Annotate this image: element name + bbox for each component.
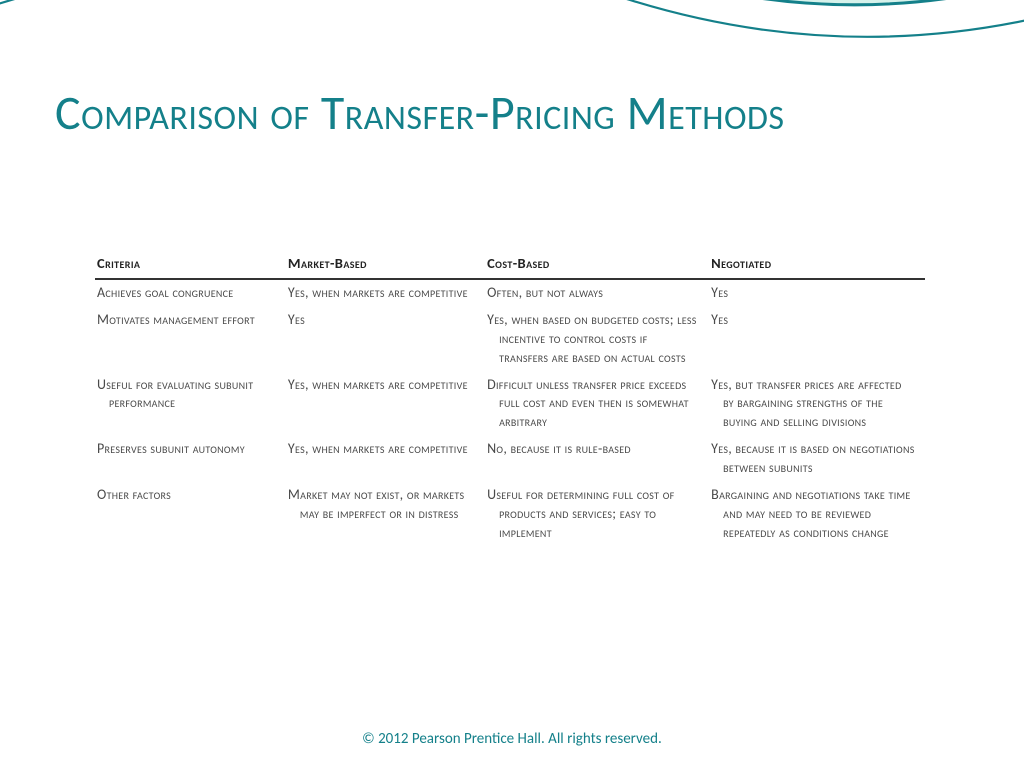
table-row: Useful for evaluating subunit performanc…	[95, 372, 925, 437]
table-row: Other factorsMarket may not exist, or ma…	[95, 482, 925, 547]
col-header-3: Negotiated	[709, 250, 925, 279]
criteria-cell: Achieves goal congruence	[95, 279, 286, 307]
value-cell: Often, but not always	[485, 279, 709, 307]
table-row: Motivates management effortYesYes, when …	[95, 307, 925, 372]
value-cell: Yes, when markets are competitive	[286, 372, 485, 437]
copyright-footer: © 2012 Pearson Prentice Hall. All rights…	[0, 730, 1024, 748]
value-cell: Useful for determining full cost of prod…	[485, 482, 709, 547]
table-row: Achieves goal congruenceYes, when market…	[95, 279, 925, 307]
value-cell: Yes	[709, 307, 925, 372]
col-header-2: Cost-Based	[485, 250, 709, 279]
criteria-cell: Other factors	[95, 482, 286, 547]
value-cell: Yes, because it is based on negotiations…	[709, 436, 925, 482]
value-cell: Difficult unless transfer price exceeds …	[485, 372, 709, 437]
table-row: Preserves subunit autonomyYes, when mark…	[95, 436, 925, 482]
value-cell: Yes, when based on budgeted costs; less …	[485, 307, 709, 372]
value-cell: Market may not exist, or markets may be …	[286, 482, 485, 547]
col-header-1: Market-Based	[286, 250, 485, 279]
value-cell: Yes	[286, 307, 485, 372]
value-cell: Yes, but transfer prices are affected by…	[709, 372, 925, 437]
comparison-table: CriteriaMarket-BasedCost-BasedNegotiated…	[95, 250, 925, 547]
col-header-0: Criteria	[95, 250, 286, 279]
value-cell: No, because it is rule-based	[485, 436, 709, 482]
criteria-cell: Useful for evaluating subunit performanc…	[95, 372, 286, 437]
criteria-cell: Preserves subunit autonomy	[95, 436, 286, 482]
value-cell: Yes	[709, 279, 925, 307]
criteria-cell: Motivates management effort	[95, 307, 286, 372]
value-cell: Yes, when markets are competitive	[286, 436, 485, 482]
slide-title: Comparison of Transfer-Pricing Methods	[55, 85, 955, 140]
value-cell: Bargaining and negotiations take time an…	[709, 482, 925, 547]
value-cell: Yes, when markets are competitive	[286, 279, 485, 307]
